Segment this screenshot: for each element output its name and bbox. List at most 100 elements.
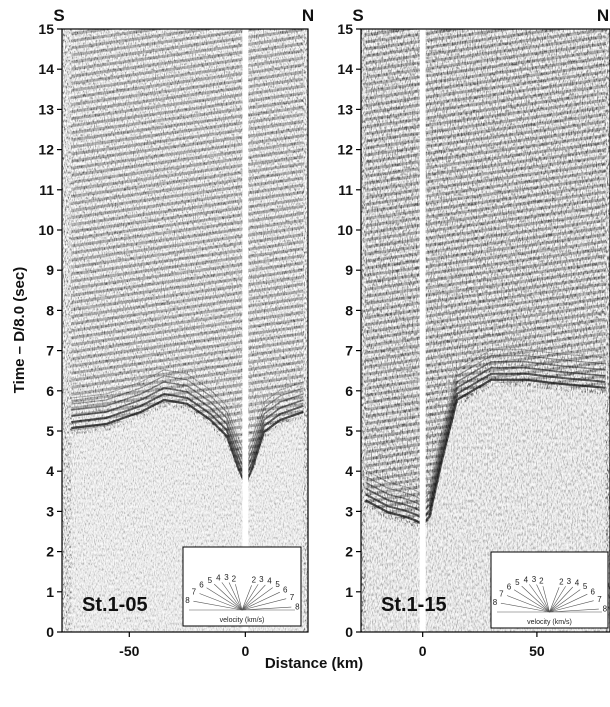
velocity-line bbox=[199, 593, 243, 611]
y-tick-label: 5 bbox=[46, 423, 54, 439]
velocity-tick-label: 8 bbox=[295, 603, 300, 612]
velocity-line bbox=[549, 586, 574, 613]
y-tick-label: 14 bbox=[337, 61, 353, 77]
y-tick-label: 7 bbox=[345, 343, 353, 359]
velocity-line bbox=[241, 584, 259, 611]
arrival-phase-1 bbox=[71, 398, 304, 488]
y-tick-label: 14 bbox=[38, 61, 54, 77]
velocity-tick-label: 8 bbox=[493, 598, 498, 607]
velocity-line bbox=[506, 595, 550, 613]
velocity-tick-label: 8 bbox=[185, 596, 190, 605]
arrival-phase-4 bbox=[365, 361, 606, 508]
y-tick-label: 11 bbox=[39, 182, 54, 198]
velocity-line bbox=[521, 585, 550, 613]
velocity-line bbox=[228, 582, 243, 611]
velocity-tick-label: 2 bbox=[539, 576, 544, 585]
y-tick-label: 12 bbox=[337, 142, 353, 158]
velocity-line bbox=[193, 600, 243, 611]
y-tick-label: 2 bbox=[345, 544, 353, 560]
velocity-tick-label: 3 bbox=[224, 573, 229, 582]
y-tick-label: 10 bbox=[337, 222, 353, 238]
x-tick-label: -50 bbox=[119, 643, 139, 659]
velocity-legend-box bbox=[182, 546, 302, 627]
velocity-tick-label: 7 bbox=[499, 589, 504, 598]
velocity-line bbox=[542, 586, 550, 613]
velocity-tick-label: 4 bbox=[524, 576, 529, 585]
velocity-tick-label: 5 bbox=[515, 578, 520, 587]
x-tick-label: 50 bbox=[529, 643, 545, 659]
y-tick-label: 8 bbox=[345, 302, 353, 318]
velocity-line bbox=[513, 589, 550, 613]
arrival-phase-2 bbox=[71, 392, 304, 481]
y-tick-label: 13 bbox=[337, 101, 353, 117]
velocity-legend-caption: velocity (km/s) bbox=[527, 619, 572, 626]
velocity-line bbox=[549, 589, 581, 613]
velocity-legend-box bbox=[490, 551, 609, 629]
direction-label-south: S bbox=[53, 6, 64, 25]
velocity-line bbox=[241, 598, 287, 611]
velocity-tick-label: 4 bbox=[216, 574, 221, 583]
velocity-tick-label: 3 bbox=[259, 575, 264, 584]
arrival-phase-6 bbox=[71, 369, 304, 456]
y-tick-label: 5 bbox=[345, 423, 353, 439]
arrival-phase-6 bbox=[365, 349, 606, 496]
velocity-tick-label: 6 bbox=[507, 583, 512, 592]
velocity-line bbox=[241, 584, 266, 611]
velocity-line bbox=[206, 587, 243, 611]
direction-label-north: N bbox=[302, 6, 314, 25]
velocity-line bbox=[241, 606, 292, 611]
y-tick-label: 9 bbox=[46, 262, 54, 278]
zero-offset-gap bbox=[242, 29, 249, 632]
panel-frame bbox=[360, 28, 610, 633]
velocity-tick-label: 5 bbox=[275, 580, 280, 589]
velocity-tick-label: 7 bbox=[290, 593, 295, 602]
y-tick-label: 8 bbox=[46, 302, 54, 318]
velocity-tick-label: 2 bbox=[559, 578, 564, 587]
y-tick-label: 15 bbox=[337, 21, 353, 37]
y-tick-label: 15 bbox=[38, 21, 54, 37]
velocity-tick-label: 4 bbox=[267, 577, 272, 586]
y-tick-label: 13 bbox=[38, 101, 54, 117]
velocity-tick-label: 5 bbox=[583, 582, 588, 591]
velocity-line bbox=[549, 593, 588, 613]
y-tick-label: 4 bbox=[46, 463, 54, 479]
velocity-tick-label: 2 bbox=[252, 576, 257, 585]
velocity-tick-label: 3 bbox=[532, 575, 537, 584]
x-axis-title: Distance (km) bbox=[265, 655, 363, 672]
velocity-tick-label: 7 bbox=[597, 595, 602, 604]
direction-label-south: S bbox=[352, 6, 363, 25]
arrival-phase-3 bbox=[365, 366, 606, 514]
arrival-phase-5 bbox=[365, 355, 606, 502]
velocity-line bbox=[536, 584, 550, 613]
y-tick-label: 6 bbox=[345, 383, 353, 399]
arrival-phase-4 bbox=[71, 381, 304, 469]
y-tick-label: 9 bbox=[345, 262, 353, 278]
direction-label-north: N bbox=[597, 6, 609, 25]
y-tick-label: 11 bbox=[338, 182, 353, 198]
velocity-line bbox=[549, 600, 594, 613]
y-tick-label: 1 bbox=[345, 584, 353, 600]
y-tick-label: 4 bbox=[345, 463, 353, 479]
y-tick-label: 10 bbox=[38, 222, 54, 238]
velocity-line bbox=[529, 584, 550, 613]
velocity-line bbox=[549, 608, 599, 613]
y-tick-label: 0 bbox=[345, 624, 353, 640]
velocity-tick-label: 2 bbox=[232, 574, 237, 583]
velocity-line bbox=[235, 584, 243, 611]
station-label: St.1-15 bbox=[381, 594, 447, 616]
velocity-tick-label: 6 bbox=[199, 581, 204, 590]
y-tick-label: 3 bbox=[46, 503, 54, 519]
y-tick-label: 2 bbox=[46, 544, 54, 560]
x-tick-label: 0 bbox=[241, 643, 249, 659]
velocity-tick-label: 7 bbox=[192, 587, 197, 596]
arrival-phase-3 bbox=[71, 386, 304, 475]
y-tick-label: 6 bbox=[46, 383, 54, 399]
panel-frame bbox=[61, 28, 309, 633]
velocity-tick-label: 8 bbox=[603, 605, 608, 614]
y-tick-label: 7 bbox=[46, 343, 54, 359]
